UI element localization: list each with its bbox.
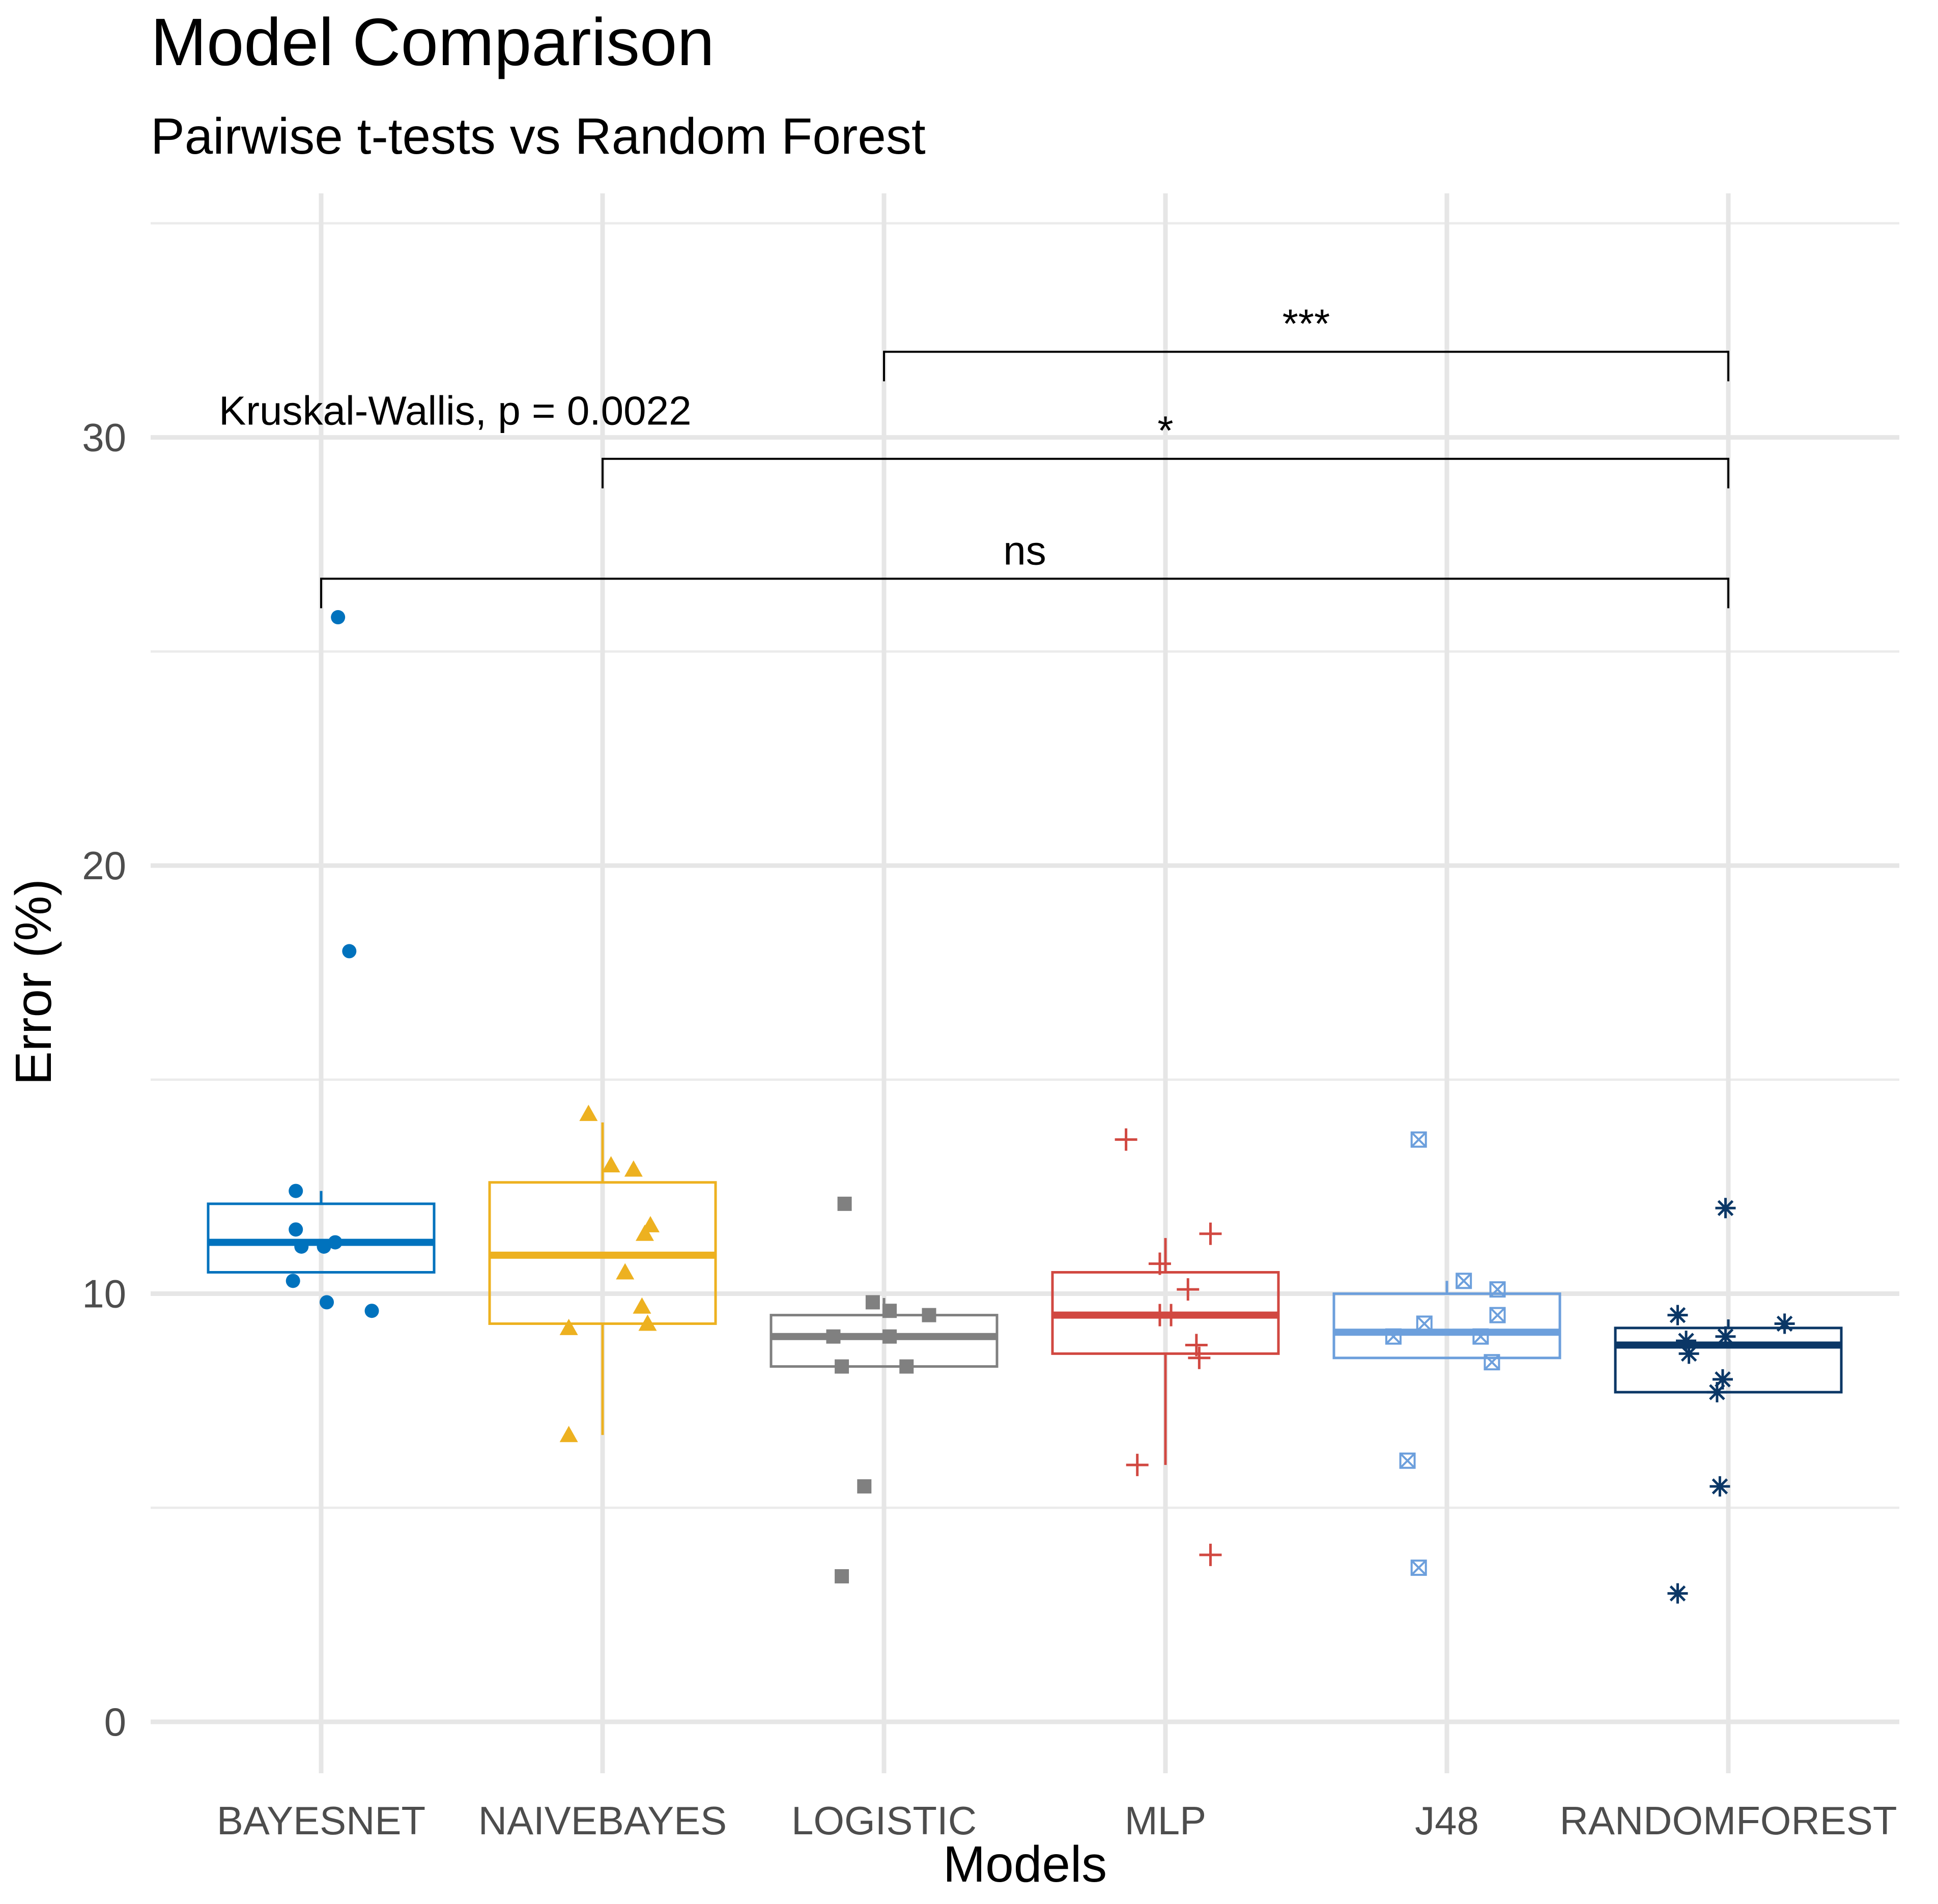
data-point xyxy=(633,1297,651,1314)
data-point xyxy=(1489,1281,1506,1298)
data-point xyxy=(1148,1252,1171,1275)
comparison-label: ns xyxy=(1003,528,1046,573)
data-point xyxy=(1385,1328,1402,1345)
data-point xyxy=(835,1359,849,1374)
x-axis-label: Models xyxy=(943,1836,1107,1893)
data-point xyxy=(1177,1278,1200,1301)
y-axis-label: Error (%) xyxy=(5,879,62,1085)
data-point xyxy=(1489,1307,1506,1323)
comparison-label: * xyxy=(1157,408,1173,453)
data-point xyxy=(837,1196,852,1211)
data-point xyxy=(579,1105,598,1121)
data-point xyxy=(1115,1128,1137,1151)
x-tick-label: RANDOMFOREST xyxy=(1560,1798,1897,1843)
data-point xyxy=(294,1239,309,1254)
data-point xyxy=(1416,1315,1433,1332)
data-point xyxy=(1188,1346,1211,1369)
data-point xyxy=(1410,1560,1427,1576)
x-tick-label: MLP xyxy=(1125,1798,1206,1843)
x-tick-label: NAIVEBAYES xyxy=(478,1798,727,1843)
y-tick-label: 20 xyxy=(82,843,126,888)
data-point xyxy=(1774,1313,1795,1334)
data-point xyxy=(857,1479,872,1494)
comparison-label: *** xyxy=(1282,301,1330,346)
data-point xyxy=(1472,1328,1489,1345)
data-point xyxy=(364,1304,379,1318)
data-point xyxy=(882,1329,897,1344)
data-point xyxy=(1484,1354,1500,1371)
box-body xyxy=(1614,1326,1843,1394)
data-point xyxy=(865,1295,880,1310)
x-tick-label: LOGISTIC xyxy=(791,1798,977,1843)
data-point xyxy=(1676,1331,1697,1351)
data-point xyxy=(1199,1222,1222,1245)
data-point xyxy=(1185,1334,1208,1357)
comparison-bracket xyxy=(602,457,1729,488)
data-point xyxy=(602,1156,620,1173)
data-point xyxy=(1667,1583,1688,1604)
y-tick-label: 10 xyxy=(82,1272,126,1316)
data-point xyxy=(1667,1305,1688,1325)
data-point xyxy=(922,1308,936,1322)
data-point xyxy=(342,944,357,959)
data-point xyxy=(328,1235,343,1250)
comparison-bracket xyxy=(883,351,1729,382)
data-point xyxy=(1399,1452,1416,1469)
chart-subtitle: Pairwise t-tests vs Random Forest xyxy=(151,108,926,165)
x-tick-label: BAYESNET xyxy=(217,1798,425,1843)
data-point xyxy=(638,1314,657,1331)
chart-title: Model Comparison xyxy=(151,5,715,79)
data-point xyxy=(286,1274,300,1288)
data-point xyxy=(1709,1476,1730,1497)
data-point xyxy=(616,1263,635,1280)
data-point xyxy=(1410,1131,1427,1148)
data-point xyxy=(1160,1304,1183,1326)
data-point xyxy=(317,1239,331,1254)
data-point xyxy=(1199,1543,1222,1566)
kruskal-wallis-annotation: Kruskal-Wallis, p = 0.0022 xyxy=(219,388,692,433)
box-body xyxy=(207,1202,436,1274)
data-point xyxy=(624,1160,643,1177)
data-point xyxy=(899,1359,914,1374)
data-point xyxy=(835,1569,849,1583)
box-body xyxy=(1332,1292,1561,1360)
data-point xyxy=(1678,1343,1699,1364)
data-point xyxy=(289,1184,303,1198)
data-point xyxy=(1715,1198,1736,1219)
data-point xyxy=(559,1426,578,1443)
data-point xyxy=(559,1318,578,1335)
data-point xyxy=(1126,1454,1149,1477)
comparison-bracket xyxy=(320,578,1729,609)
y-tick-label: 0 xyxy=(104,1699,126,1744)
data-point xyxy=(1715,1326,1736,1347)
data-point xyxy=(289,1222,303,1237)
data-point xyxy=(826,1329,841,1344)
data-point xyxy=(1712,1369,1733,1390)
data-point xyxy=(320,1295,334,1310)
y-tick-label: 30 xyxy=(82,415,126,460)
data-point xyxy=(882,1304,897,1318)
data-point xyxy=(1456,1273,1472,1289)
data-point xyxy=(331,610,346,625)
data-point xyxy=(635,1224,654,1241)
x-tick-label: J48 xyxy=(1415,1798,1479,1843)
